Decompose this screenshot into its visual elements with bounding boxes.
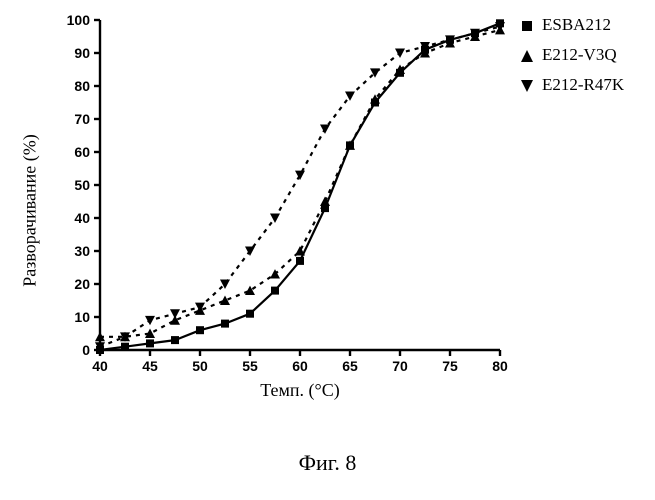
svg-text:10: 10 — [74, 309, 90, 325]
svg-text:20: 20 — [74, 276, 90, 292]
legend-label: E212-R47K — [542, 75, 624, 95]
svg-text:60: 60 — [292, 358, 308, 374]
svg-text:50: 50 — [74, 177, 90, 193]
svg-text:80: 80 — [492, 358, 508, 374]
svg-text:60: 60 — [74, 144, 90, 160]
svg-text:100: 100 — [67, 12, 91, 28]
legend-item-esba212: ESBA212 — [520, 15, 624, 35]
svg-text:0: 0 — [82, 342, 90, 358]
figure-caption: Фиг. 8 — [0, 450, 655, 476]
legend-item-e212v3q: E212-V3Q — [520, 45, 624, 65]
legend-label: ESBA212 — [542, 15, 611, 35]
plot-svg: 0102030405060708090100404550556065707580 — [100, 20, 500, 350]
legend-label: E212-V3Q — [542, 45, 617, 65]
svg-text:40: 40 — [74, 210, 90, 226]
square-icon — [520, 18, 534, 32]
svg-text:30: 30 — [74, 243, 90, 259]
svg-text:45: 45 — [142, 358, 158, 374]
svg-text:75: 75 — [442, 358, 458, 374]
legend-item-e212r47k: E212-R47K — [520, 75, 624, 95]
triangle-down-icon — [520, 78, 534, 92]
chart-area: Разворачивание (%) 010203040506070809010… — [30, 10, 530, 410]
triangle-up-icon — [520, 48, 534, 62]
x-axis-label: Темп. (°C) — [100, 380, 500, 401]
svg-text:80: 80 — [74, 78, 90, 94]
svg-text:50: 50 — [192, 358, 208, 374]
svg-text:70: 70 — [74, 111, 90, 127]
svg-text:65: 65 — [342, 358, 358, 374]
y-axis-label-wrap: Разворачивание (%) — [20, 10, 40, 410]
legend: ESBA212 E212-V3Q E212-R47K — [520, 15, 624, 105]
svg-text:70: 70 — [392, 358, 408, 374]
svg-text:90: 90 — [74, 45, 90, 61]
y-axis-label: Разворачивание (%) — [20, 134, 41, 286]
svg-text:55: 55 — [242, 358, 258, 374]
svg-text:40: 40 — [92, 358, 108, 374]
